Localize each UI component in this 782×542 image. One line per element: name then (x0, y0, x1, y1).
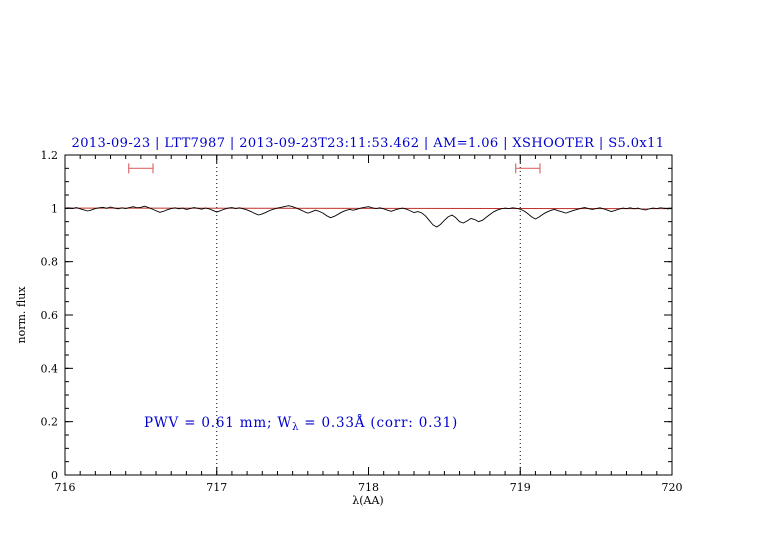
x-axis-label: λ(AA) (352, 494, 383, 507)
x-tick-label: 719 (510, 481, 531, 494)
plot-title: 2013-09-23 | LTT7987 | 2013-09-23T23:11:… (72, 136, 665, 151)
x-tick-label: 720 (662, 481, 683, 494)
pwv-annotation-prefix: PWV = 0.61 mm; W (144, 415, 292, 431)
y-tick-label: 0.8 (41, 256, 59, 269)
continuum-fit-line (64, 207, 673, 210)
spectrum-line (64, 205, 673, 228)
x-tick-label: 718 (358, 481, 379, 494)
y-tick-label: 0.2 (41, 416, 59, 429)
y-tick-label: 1.2 (41, 149, 59, 162)
x-tick-label: 717 (206, 481, 227, 494)
y-tick-label: 1 (51, 202, 58, 215)
pwv-annotation-suffix: = 0.33Å (corr: 0.31) (299, 415, 458, 431)
x-tick-label: 716 (55, 481, 76, 494)
plot-area: 716 717 718 719 720 0 0.2 0.4 0.6 0.8 1 1.2 (41, 149, 683, 494)
y-tick-label: 0.6 (41, 309, 59, 322)
y-axis-label: norm. flux (15, 286, 28, 344)
y-tick-label: 0 (51, 469, 58, 482)
pwv-annotation: PWV = 0.61 mm; Wλ = 0.33Å (corr: 0.31) (144, 415, 458, 433)
y-tick-label: 0.4 (41, 362, 59, 375)
pwv-annotation-subscript: λ (292, 422, 299, 433)
